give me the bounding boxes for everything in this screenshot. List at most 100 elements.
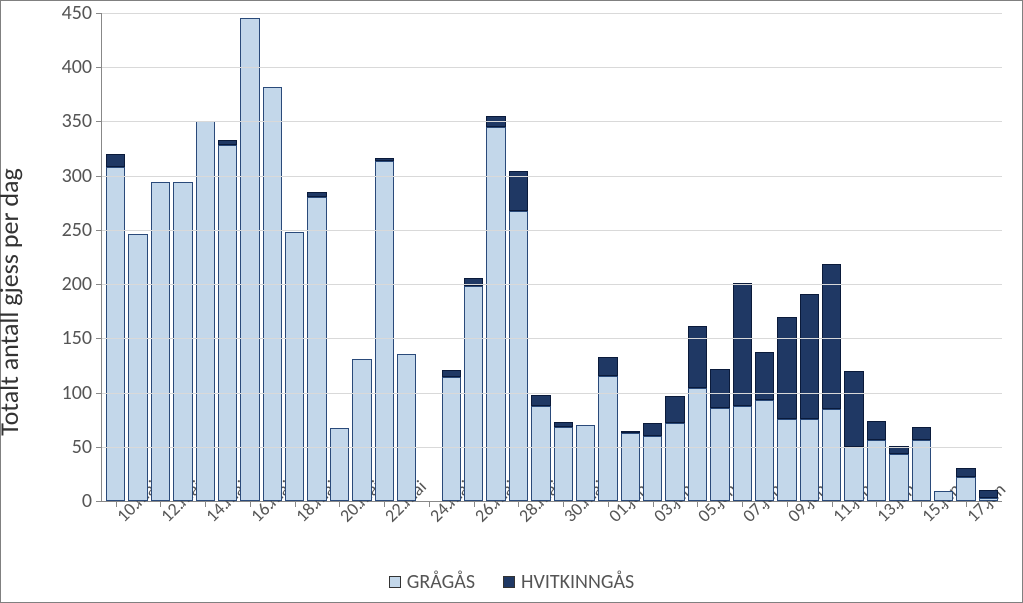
- x-tickmark: [541, 501, 542, 507]
- y-tick-label: 0: [82, 489, 102, 513]
- x-tickmark: [720, 501, 721, 507]
- bar-segment-gragas: [285, 232, 304, 501]
- bar-segment-hvitkinngas: [665, 396, 684, 423]
- gridline: [102, 230, 1002, 231]
- legend-swatch: [503, 576, 515, 588]
- bar-slot: 07.jun: [733, 13, 752, 501]
- bar-slot: [442, 13, 461, 501]
- bar-slot: [665, 13, 684, 501]
- bar-slot: [889, 13, 908, 501]
- bar-segment-gragas: [240, 18, 259, 501]
- y-tick-label: 150: [62, 326, 102, 350]
- gridline: [102, 338, 1002, 339]
- bar-segment-hvitkinngas: [844, 371, 863, 447]
- legend-swatch: [389, 576, 401, 588]
- plot-area: 10.mai12.mai14.mai16.mai18.mai20.mai22.m…: [101, 13, 1002, 502]
- bar-slot: [621, 13, 640, 501]
- bar-segment-hvitkinngas: [106, 154, 125, 167]
- x-tickmark: [317, 501, 318, 507]
- bar-slot: [352, 13, 371, 501]
- y-tick-label: 200: [62, 272, 102, 296]
- bar-segment-gragas: [196, 121, 215, 501]
- legend-label: HVITKINNGÅS: [521, 570, 634, 594]
- x-tickmark: [138, 501, 139, 507]
- y-axis-title: Totalt antall gjess per dag: [0, 168, 25, 436]
- bar-slot: 10.mai: [106, 13, 125, 501]
- bar-slot: 03.jun: [643, 13, 662, 501]
- x-tickmark: [809, 501, 810, 507]
- bar-slot: [576, 13, 595, 501]
- bar-segment-gragas: [442, 377, 461, 501]
- x-tickmark: [944, 501, 945, 507]
- bar-segment-gragas: [934, 491, 953, 501]
- bar-segment-gragas: [375, 161, 394, 502]
- legend-item: GRÅGÅS: [389, 570, 475, 594]
- bar-segment-hvitkinngas: [822, 264, 841, 409]
- bar-segment-hvitkinngas: [956, 468, 975, 477]
- bar-segment-gragas: [710, 408, 729, 501]
- bar-segment-gragas: [777, 419, 796, 501]
- y-tick-label: 100: [62, 381, 102, 405]
- bar-segment-hvitkinngas: [800, 294, 819, 419]
- bar-slot: 11.jun: [822, 13, 841, 501]
- bar-segment-hvitkinngas: [509, 171, 528, 211]
- legend-item: HVITKINNGÅS: [503, 570, 634, 594]
- bar-segment-gragas: [509, 211, 528, 501]
- gridline: [102, 393, 1002, 394]
- x-tickmark: [675, 501, 676, 507]
- bar-segment-hvitkinngas: [867, 421, 886, 441]
- legend: GRÅGÅS HVITKINNGÅS: [1, 570, 1022, 594]
- bar-segment-gragas: [665, 423, 684, 501]
- bar-segment-gragas: [106, 167, 125, 501]
- x-tickmark: [451, 501, 452, 507]
- y-tick-label: 400: [62, 55, 102, 79]
- bar-slot: [263, 13, 282, 501]
- bar-slot: 28.mai: [509, 13, 528, 501]
- bar-slot: 13.jun: [867, 13, 886, 501]
- bar-segment-gragas: [263, 87, 282, 501]
- bar-slot: [486, 13, 505, 501]
- bar-segment-gragas: [956, 477, 975, 501]
- bar-segment-gragas: [554, 427, 573, 501]
- bar-segment-hvitkinngas: [643, 423, 662, 436]
- bar-slot: [710, 13, 729, 501]
- bar-slot: 01.jun: [598, 13, 617, 501]
- x-tickmark: [988, 501, 989, 507]
- bar-slot: [397, 13, 416, 501]
- bar-segment-gragas: [307, 197, 326, 501]
- bar-slot: [218, 13, 237, 501]
- bar-slot: 24.mai: [419, 13, 438, 501]
- x-tickmark: [765, 501, 766, 507]
- bar-slot: [128, 13, 147, 501]
- bar-segment-hvitkinngas: [442, 370, 461, 378]
- bar-slot: 09.jun: [777, 13, 796, 501]
- bar-slot: 16.mai: [240, 13, 259, 501]
- y-tick-label: 450: [62, 1, 102, 25]
- gridline: [102, 176, 1002, 177]
- bar-slot: [979, 13, 998, 501]
- bar-segment-hvitkinngas: [531, 395, 550, 406]
- bar-segment-hvitkinngas: [979, 490, 998, 498]
- bar-segment-gragas: [128, 234, 147, 501]
- bar-slot: 30.mai: [554, 13, 573, 501]
- x-tickmark: [630, 501, 631, 507]
- bar-segment-gragas: [464, 286, 483, 501]
- y-tick-label: 350: [62, 109, 102, 133]
- bar-segment-gragas: [800, 419, 819, 501]
- bar-segment-gragas: [330, 428, 349, 501]
- bar-segment-gragas: [912, 440, 931, 501]
- bar-segment-hvitkinngas: [912, 427, 931, 440]
- gridline: [102, 121, 1002, 122]
- bar-slot: 17.jun: [956, 13, 975, 501]
- bar-segment-hvitkinngas: [733, 283, 752, 406]
- bar-segment-gragas: [598, 376, 617, 501]
- bar-segment-hvitkinngas: [598, 357, 617, 377]
- bar-segment-gragas: [621, 433, 640, 501]
- bar-segment-hvitkinngas: [777, 317, 796, 419]
- bar-slot: [307, 13, 326, 501]
- bar-segment-gragas: [755, 400, 774, 501]
- y-tick-label: 250: [62, 218, 102, 242]
- bar-segment-hvitkinngas: [710, 369, 729, 408]
- bar-segment-gragas: [688, 388, 707, 501]
- x-tickmark: [183, 501, 184, 507]
